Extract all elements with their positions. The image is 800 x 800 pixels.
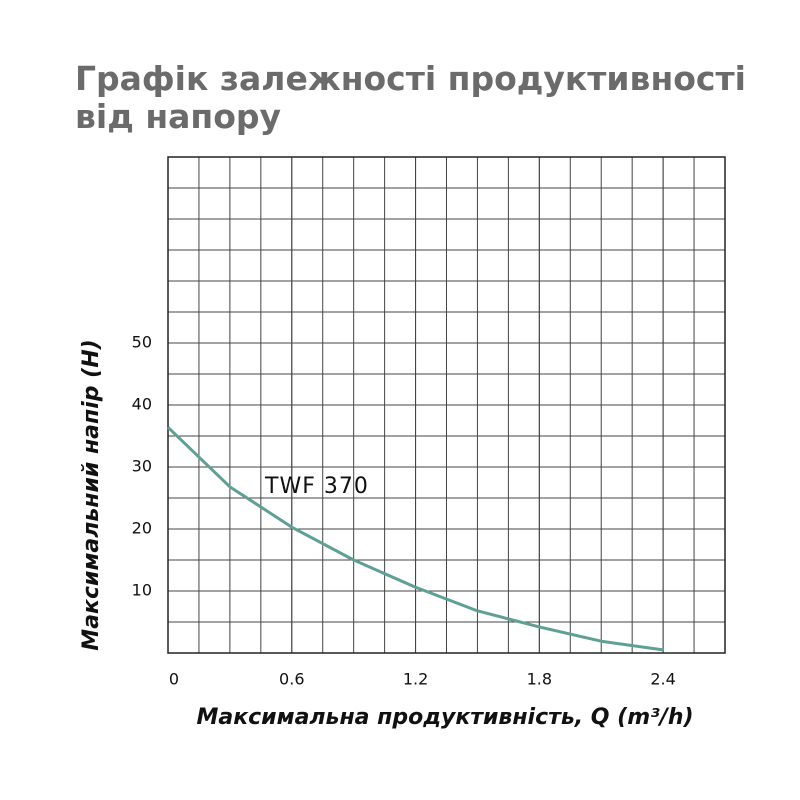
x-tick-label: 1.8 bbox=[527, 670, 552, 689]
y-axis-label: Максимальний напір (Н) bbox=[79, 339, 104, 650]
series-label: TWF 370 bbox=[264, 474, 369, 499]
plot-frame bbox=[167, 156, 726, 654]
chart-title: Графік залежності продуктивності від нап… bbox=[75, 59, 746, 136]
x-tick-label: 0 bbox=[169, 670, 179, 689]
x-axis-label: Максимальна продуктивність, Q (m³/h) bbox=[196, 705, 693, 730]
y-tick-label: 30 bbox=[132, 457, 152, 476]
x-tick-label: 2.4 bbox=[650, 670, 675, 689]
y-tick-label: 50 bbox=[132, 333, 152, 352]
y-tick-label: 10 bbox=[132, 581, 152, 600]
y-tick-label: 20 bbox=[132, 519, 152, 538]
x-tick-label: 1.2 bbox=[403, 670, 428, 689]
x-tick-label: 0.6 bbox=[279, 670, 304, 689]
data-line bbox=[166, 426, 664, 652]
y-tick-label: 40 bbox=[132, 395, 152, 414]
